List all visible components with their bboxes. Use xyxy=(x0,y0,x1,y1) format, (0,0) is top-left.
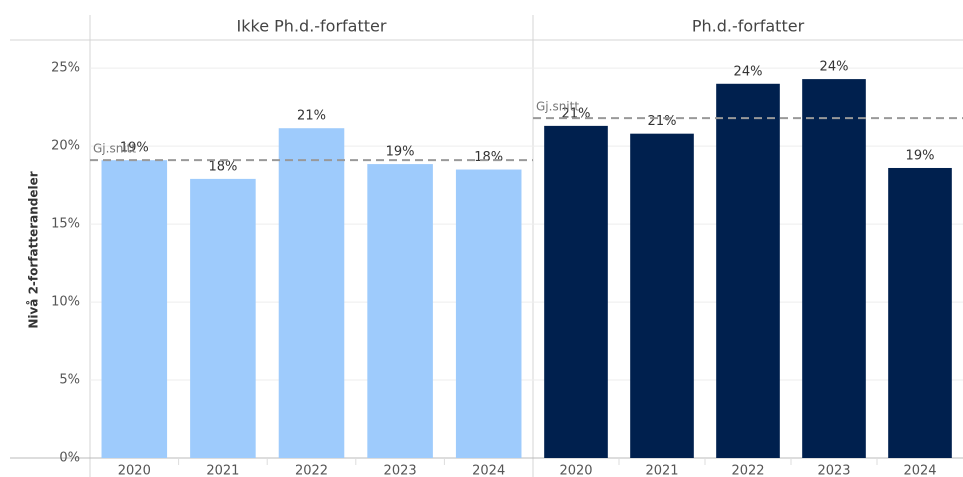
bar xyxy=(716,83,780,459)
value-label: 21% xyxy=(648,114,677,129)
bar xyxy=(455,169,522,458)
bar xyxy=(190,178,256,459)
y-tick-label: 5% xyxy=(59,373,80,388)
y-tick-label: 15% xyxy=(51,217,80,232)
value-label: 19% xyxy=(906,148,935,163)
value-label: 19% xyxy=(120,141,149,156)
x-tick-label: 2020 xyxy=(118,464,151,477)
y-axis-label: Nivå 2-forfatterandeler xyxy=(27,171,41,328)
y-tick-label: 25% xyxy=(51,61,80,76)
average-label: Gj.snitt xyxy=(93,142,136,156)
panel-title: Ph.d.-forfatter xyxy=(692,17,805,36)
x-tick-label: 2024 xyxy=(472,464,505,477)
value-label: 21% xyxy=(297,109,326,124)
y-tick-label: 20% xyxy=(51,139,80,154)
x-tick-label: 2022 xyxy=(731,464,764,477)
value-label: 18% xyxy=(474,150,503,165)
value-label: 19% xyxy=(386,145,415,160)
bar xyxy=(888,167,952,458)
average-label: Gj.snitt xyxy=(536,100,579,114)
value-label: 21% xyxy=(562,106,591,121)
bar xyxy=(544,125,608,458)
bar xyxy=(101,160,168,458)
value-label: 18% xyxy=(208,159,237,174)
value-label: 24% xyxy=(820,60,849,75)
x-tick-label: 2021 xyxy=(645,464,678,477)
x-tick-label: 2023 xyxy=(817,464,850,477)
x-tick-label: 2021 xyxy=(206,464,239,477)
x-tick-label: 2020 xyxy=(559,464,592,477)
bar xyxy=(367,164,433,458)
bar xyxy=(278,128,345,458)
bar xyxy=(802,79,866,458)
panel-title: Ikke Ph.d.-forfatter xyxy=(237,17,387,36)
bar xyxy=(630,133,694,458)
y-tick-label: 0% xyxy=(59,451,80,466)
x-tick-label: 2024 xyxy=(903,464,936,477)
x-tick-label: 2023 xyxy=(384,464,417,477)
x-tick-label: 2022 xyxy=(295,464,328,477)
y-tick-label: 10% xyxy=(51,295,80,310)
value-label: 24% xyxy=(734,64,763,79)
